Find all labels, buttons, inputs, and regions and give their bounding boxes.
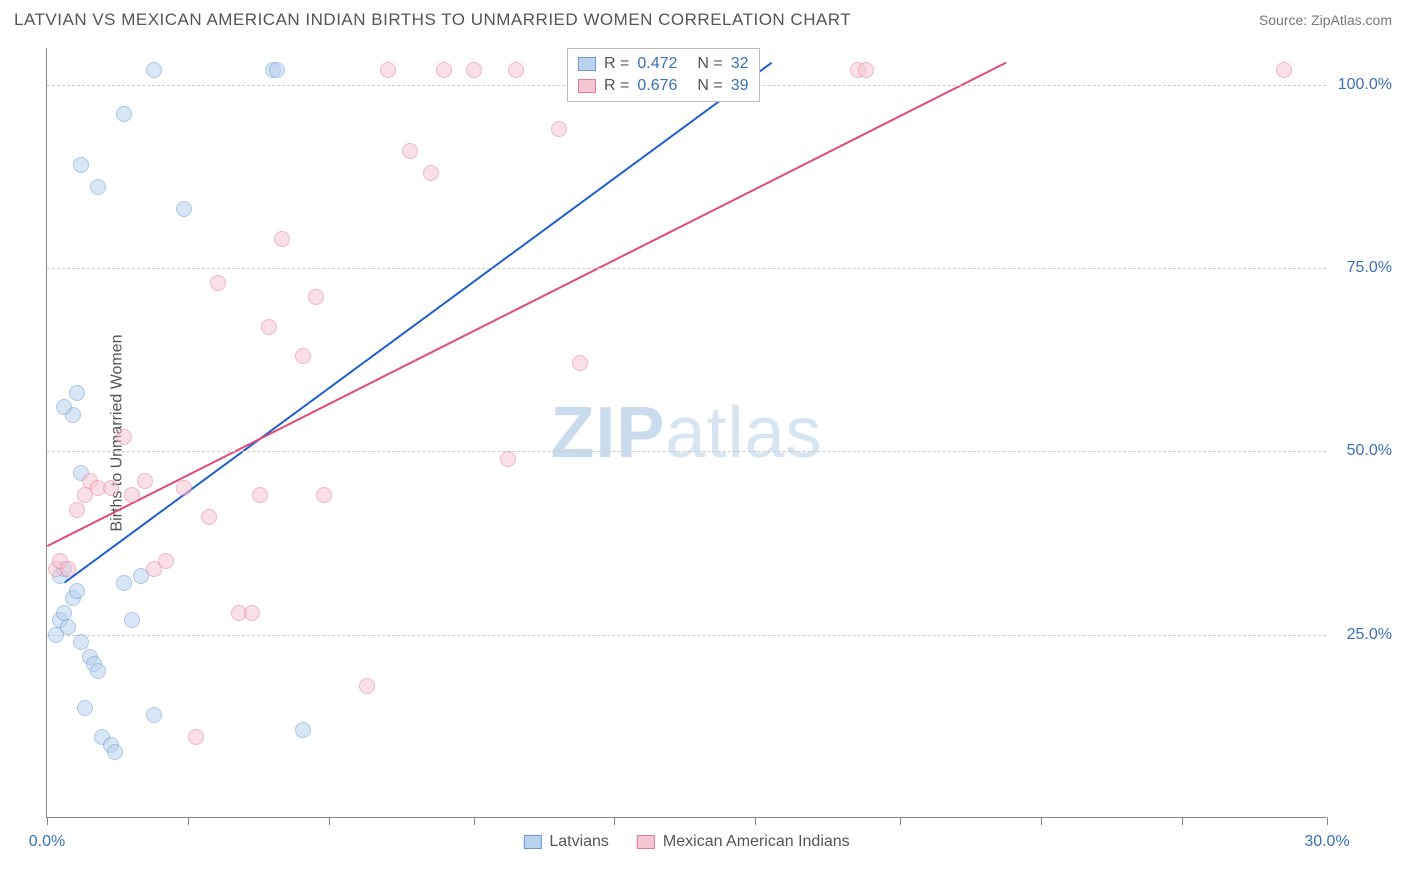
data-point [60,561,76,577]
r-label: R = [604,55,629,73]
data-point [423,165,439,181]
series-name: Latvians [549,833,609,851]
x-tick [1182,817,1183,825]
data-point [73,634,89,650]
data-point [858,62,874,78]
x-tick [1041,817,1042,825]
data-point [107,744,123,760]
n-value: 32 [731,55,749,73]
source-value: ZipAtlas.com [1311,12,1392,28]
data-point [359,678,375,694]
source-label: Source: [1259,12,1311,28]
data-point [500,451,516,467]
data-point [380,62,396,78]
data-point [116,106,132,122]
x-tick [474,817,475,825]
data-point [56,399,72,415]
chart-header: LATVIAN VS MEXICAN AMERICAN INDIAN BIRTH… [0,0,1406,40]
series-legend: Latvians Mexican American Indians [523,833,849,851]
data-point [116,429,132,445]
legend-row: R = 0.472 N = 32 [578,53,749,75]
data-point [69,502,85,518]
data-point [572,355,588,371]
data-point [201,509,217,525]
data-point [116,575,132,591]
regression-line [47,63,1006,546]
gridline [47,635,1326,636]
data-point [146,62,162,78]
data-point [176,201,192,217]
data-point [261,319,277,335]
data-point [137,473,153,489]
data-point [269,62,285,78]
regression-line [64,63,771,583]
data-point [210,275,226,291]
n-value: 39 [731,77,749,95]
legend-row: R = 0.676 N = 39 [578,75,749,97]
correlation-legend: R = 0.472 N = 32 R = 0.676 N = 39 [567,48,760,102]
gridline [47,268,1326,269]
data-point [77,700,93,716]
n-label: N = [697,55,722,73]
data-point [252,487,268,503]
regression-lines [47,48,1326,817]
data-point [316,487,332,503]
data-point [551,121,567,137]
data-point [69,583,85,599]
data-point [158,553,174,569]
data-point [466,62,482,78]
data-point [146,707,162,723]
data-point [124,487,140,503]
data-point [295,348,311,364]
legend-swatch [637,835,655,849]
chart-title: LATVIAN VS MEXICAN AMERICAN INDIAN BIRTH… [14,10,851,30]
y-tick-label: 25.0% [1347,626,1392,644]
r-value: 0.676 [637,77,677,95]
x-tick-label: 0.0% [29,833,65,851]
data-point [188,729,204,745]
data-point [90,663,106,679]
data-point [274,231,290,247]
data-point [1276,62,1292,78]
data-point [436,62,452,78]
x-tick [47,817,48,825]
x-tick [900,817,901,825]
plot-area: 25.0%50.0%75.0%100.0%0.0%30.0% [47,48,1326,817]
x-tick [188,817,189,825]
data-point [69,385,85,401]
series-name: Mexican American Indians [663,833,850,851]
source-attribution: Source: ZipAtlas.com [1259,12,1392,28]
data-point [56,605,72,621]
x-tick [1327,817,1328,825]
series-legend-item: Latvians [523,833,609,851]
data-point [308,289,324,305]
data-point [508,62,524,78]
scatter-chart: Births to Unmarried Women ZIPatlas 25.0%… [46,48,1326,818]
x-tick [329,817,330,825]
data-point [60,619,76,635]
series-legend-item: Mexican American Indians [637,833,850,851]
data-point [402,143,418,159]
legend-swatch [578,79,596,93]
y-tick-label: 75.0% [1347,259,1392,277]
data-point [103,480,119,496]
y-tick-label: 50.0% [1347,442,1392,460]
y-tick-label: 100.0% [1338,76,1392,94]
n-label: N = [697,77,722,95]
legend-swatch [523,835,541,849]
legend-swatch [578,57,596,71]
r-label: R = [604,77,629,95]
x-tick [755,817,756,825]
x-tick [614,817,615,825]
data-point [73,157,89,173]
gridline [47,451,1326,452]
data-point [90,179,106,195]
data-point [124,612,140,628]
data-point [244,605,260,621]
x-tick-label: 30.0% [1304,833,1349,851]
data-point [176,480,192,496]
data-point [295,722,311,738]
r-value: 0.472 [637,55,677,73]
